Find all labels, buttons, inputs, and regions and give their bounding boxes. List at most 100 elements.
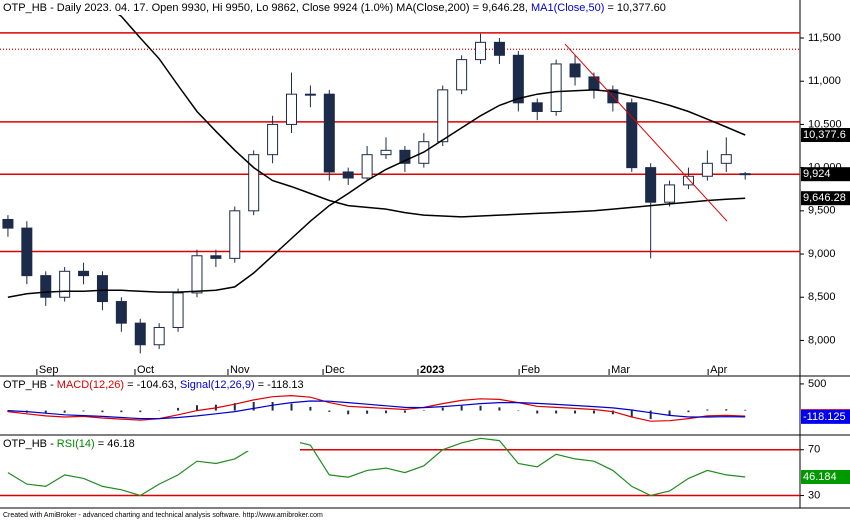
histogram-bar bbox=[101, 410, 104, 413]
histogram-bar bbox=[82, 410, 85, 412]
value-box bbox=[801, 128, 850, 142]
candle-body bbox=[701, 162, 713, 177]
title-part: OTP_HB - bbox=[3, 379, 57, 391]
value-box bbox=[801, 191, 850, 206]
candle-body bbox=[21, 227, 33, 277]
y-tick-label: 30 bbox=[808, 489, 820, 501]
value-box-label: 9,924 bbox=[803, 168, 831, 180]
title-part: = 10,377.60 bbox=[604, 2, 665, 14]
histogram-bar bbox=[479, 405, 482, 411]
panel-title: OTP_HB - Daily 2023. 04. 17. Open 9930, … bbox=[3, 2, 666, 14]
title-part: MACD(12,26) bbox=[57, 379, 124, 391]
title-bg bbox=[0, 378, 300, 392]
histogram-bar bbox=[195, 405, 198, 411]
panel-title: OTP_HB - MACD(12,26) = -104.63, Signal(1… bbox=[3, 379, 304, 391]
histogram-bar bbox=[139, 410, 142, 413]
candle-body bbox=[115, 301, 127, 324]
histogram-bar bbox=[611, 410, 614, 415]
title-bg bbox=[0, 1, 795, 15]
title-part: RSI(14) bbox=[57, 438, 95, 450]
histogram-bar bbox=[347, 410, 350, 415]
value-box-label: 9,646.28 bbox=[803, 192, 846, 204]
y-tick-label: 10,500 bbox=[808, 118, 842, 130]
candle-body bbox=[96, 275, 108, 303]
candle-body bbox=[172, 292, 184, 328]
candle-body bbox=[682, 175, 694, 186]
candle-body bbox=[739, 173, 751, 176]
histogram-bar bbox=[687, 410, 690, 413]
histogram-bar bbox=[403, 410, 406, 413]
candle-body bbox=[78, 270, 90, 277]
y-tick-label: 8,500 bbox=[808, 291, 836, 303]
histogram-bar bbox=[668, 410, 671, 416]
candle-body bbox=[720, 154, 732, 164]
histogram-bar bbox=[536, 410, 539, 414]
candle-body bbox=[626, 102, 638, 169]
histogram-bar bbox=[517, 410, 520, 412]
series-line bbox=[102, 2, 746, 218]
histogram-bar bbox=[441, 407, 444, 411]
histogram-bar bbox=[498, 407, 501, 411]
value-box bbox=[801, 470, 850, 485]
candle-body bbox=[153, 326, 165, 346]
candle-body bbox=[380, 149, 392, 156]
y-tick-label: 500 bbox=[808, 378, 826, 390]
title-part: OTP_HB - Daily 2023. 04. 17. Open 9930, … bbox=[3, 2, 531, 14]
y-tick-label: 70 bbox=[808, 444, 820, 456]
value-box-label: 46.184 bbox=[803, 471, 837, 483]
histogram-bar bbox=[233, 403, 236, 411]
title-part: = -104.63, bbox=[124, 379, 180, 391]
value-box bbox=[801, 409, 850, 424]
candle-body bbox=[59, 270, 71, 298]
histogram-bar bbox=[744, 409, 747, 411]
value-box bbox=[801, 167, 850, 182]
candle-body bbox=[134, 322, 146, 346]
candle-body bbox=[342, 171, 354, 179]
panel-title: OTP_HB - RSI(14) = 46.18 bbox=[3, 438, 135, 450]
value-box-label: 10,377.6 bbox=[803, 129, 846, 141]
x-tick-label: Sep bbox=[39, 364, 59, 376]
histogram-bar bbox=[706, 409, 709, 411]
candle-body bbox=[531, 102, 543, 112]
candle-body bbox=[267, 123, 279, 156]
candle-body bbox=[456, 59, 468, 91]
candle-body bbox=[248, 154, 260, 212]
histogram-bar bbox=[309, 406, 312, 411]
candle-body bbox=[475, 41, 487, 61]
candle-body bbox=[645, 167, 657, 203]
candle-body bbox=[191, 255, 203, 294]
candle-body bbox=[40, 275, 52, 298]
title-part: = -118.13 bbox=[255, 379, 304, 391]
candle-body bbox=[285, 93, 297, 125]
histogram-bar bbox=[290, 403, 293, 411]
footer: Created with AmiBroker - advanced charti… bbox=[3, 512, 323, 519]
y-tick-label: 9,000 bbox=[808, 248, 836, 260]
title-part: Signal(12,26,9) bbox=[180, 379, 255, 391]
title-bg bbox=[0, 437, 300, 451]
series-line bbox=[7, 437, 746, 497]
candle-body bbox=[323, 93, 335, 173]
x-tick-label: Dec bbox=[325, 364, 345, 376]
candle-body bbox=[210, 255, 222, 259]
x-tick-label: 2023 bbox=[420, 364, 444, 376]
series-line bbox=[7, 394, 746, 422]
x-tick-label: Mar bbox=[611, 364, 630, 376]
histogram-bar bbox=[120, 410, 123, 413]
candle-body bbox=[550, 63, 562, 112]
title-part: = 46.18 bbox=[95, 438, 135, 450]
candle-body bbox=[399, 149, 411, 164]
histogram-bar bbox=[649, 410, 652, 420]
candle-body bbox=[229, 210, 241, 259]
histogram-bar bbox=[158, 410, 161, 412]
series-line bbox=[7, 89, 746, 298]
trend-line bbox=[564, 43, 728, 222]
histogram-bar bbox=[328, 410, 331, 412]
histogram-bar bbox=[460, 405, 463, 411]
histogram-bar bbox=[574, 410, 577, 414]
histogram-bar bbox=[271, 402, 274, 411]
candle-body bbox=[437, 89, 449, 143]
candle-body bbox=[361, 154, 373, 179]
candle-body bbox=[2, 218, 14, 229]
